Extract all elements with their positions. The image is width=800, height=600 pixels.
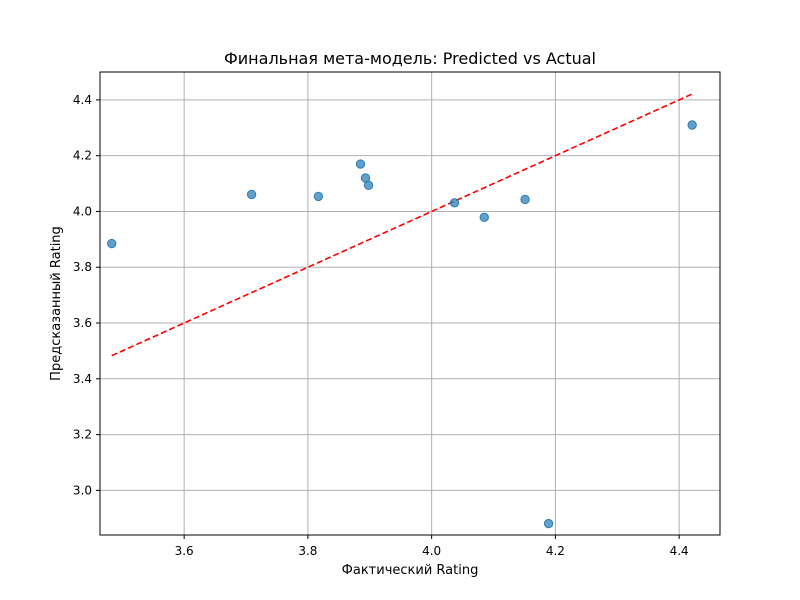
data-point (687, 120, 697, 130)
y-tick-label: 3.4 (73, 372, 92, 386)
data-point (107, 238, 117, 249)
data-point (543, 518, 554, 529)
y-tick-label: 3.8 (73, 260, 92, 274)
chart-title: Финальная мета-модель: Predicted vs Actu… (224, 49, 596, 68)
y-axis-label: Предсказанный Rating (49, 226, 64, 381)
y-tick-label: 3.6 (73, 316, 92, 330)
plot-frame (99, 71, 721, 536)
data-point (479, 212, 489, 223)
data-point (246, 189, 257, 200)
y-axis-ticks: 3.0 3.2 3.4 3.6 3.8 4.0 4.2 4.4 (73, 93, 100, 497)
data-points (107, 120, 697, 529)
x-tick-label: 4.2 (546, 544, 565, 558)
grid (100, 72, 720, 535)
reference-line (111, 93, 693, 357)
y-tick-label: 4.2 (73, 149, 92, 163)
x-tick-label: 3.8 (298, 544, 317, 558)
y-tick-label: 4.4 (73, 93, 92, 107)
x-axis-label: Фактический Rating (342, 563, 479, 578)
y-tick-label: 3.2 (73, 428, 92, 442)
x-tick-label: 4.0 (422, 544, 441, 558)
data-point (449, 198, 460, 208)
y-tick-label: 4.0 (73, 204, 92, 218)
reference-line-layer (111, 93, 693, 357)
data-point (363, 180, 374, 190)
y-tick-label: 3.0 (73, 483, 92, 497)
data-point (355, 159, 366, 169)
x-tick-label: 4.4 (670, 544, 689, 558)
data-point (313, 191, 324, 202)
data-point (520, 194, 530, 205)
x-tick-label: 3.6 (175, 544, 194, 558)
x-axis-ticks: 3.6 3.8 4.0 4.2 4.4 (175, 535, 689, 558)
